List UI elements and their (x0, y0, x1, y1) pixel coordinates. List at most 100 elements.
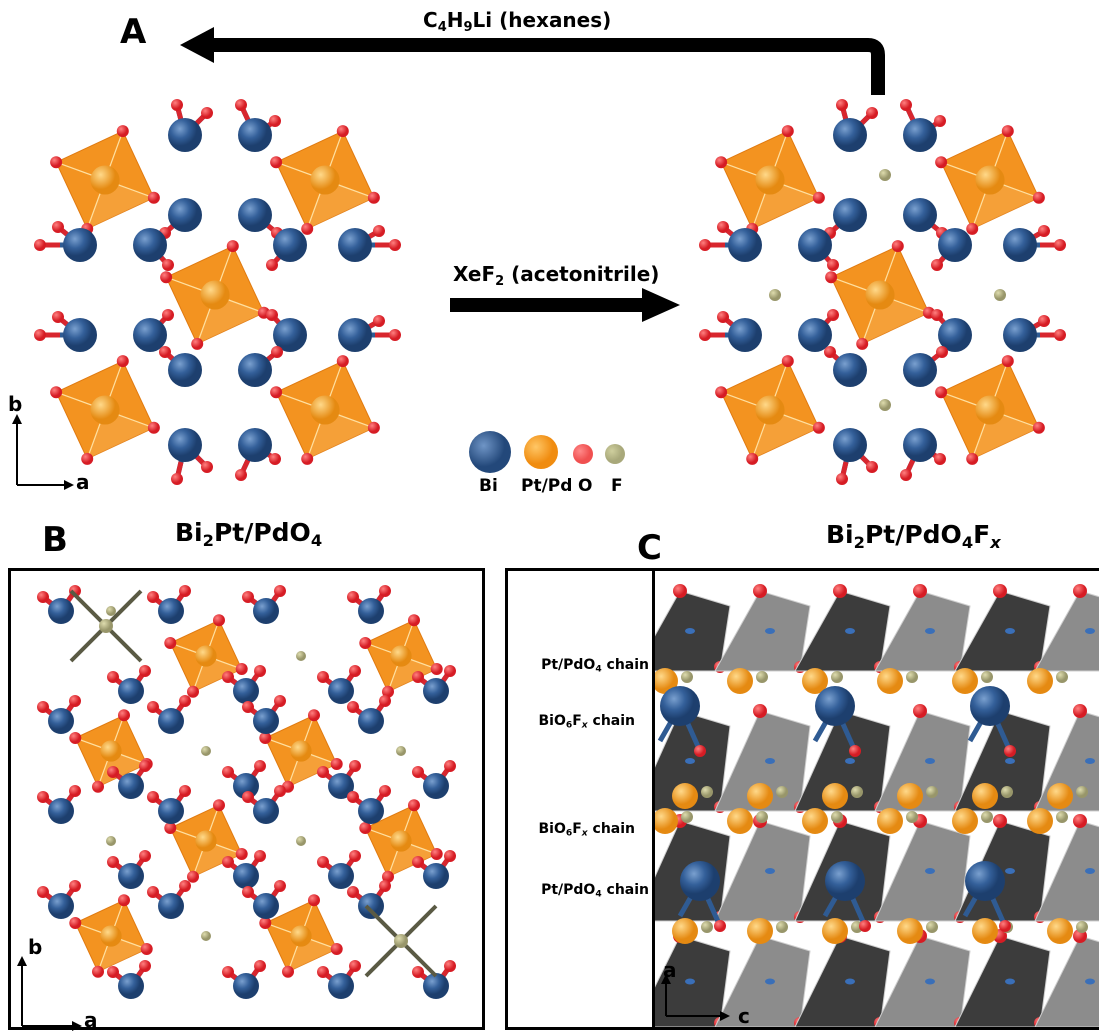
f-atom (756, 811, 768, 823)
panel-c-label: C (637, 528, 662, 568)
bi-atom (48, 798, 74, 824)
f-atom (906, 671, 918, 683)
o-atom (139, 665, 151, 677)
o-atom (866, 107, 878, 119)
o-atom (235, 662, 248, 675)
o-atom (307, 709, 320, 722)
parent-structure (34, 99, 401, 485)
o-atom (317, 856, 329, 868)
o-atom (746, 452, 759, 465)
o-atom (235, 469, 247, 481)
bi-atom (168, 353, 202, 387)
f-atom (981, 811, 993, 823)
o-atom (717, 311, 729, 323)
pt-atom (975, 395, 1005, 425)
o-atom (359, 637, 372, 650)
bi-atom-inner (845, 628, 855, 634)
o-atom (92, 780, 105, 793)
o-atom (159, 346, 171, 358)
o-atom (179, 880, 191, 892)
f-atom (1001, 786, 1013, 798)
o-atom (966, 222, 979, 235)
bi-atom-inner (685, 758, 695, 764)
o-atom (107, 766, 119, 778)
f-atom (681, 811, 693, 823)
o-atom (201, 107, 213, 119)
o-atom (330, 942, 343, 955)
o-atom (412, 671, 424, 683)
bi-atom (423, 973, 449, 999)
f-atom (756, 671, 768, 683)
o-atom (934, 453, 946, 465)
bi-atom-inner (925, 868, 935, 874)
bi-atom (118, 773, 144, 799)
o-atom (259, 917, 272, 930)
o-atom (52, 221, 64, 233)
pt-atom (952, 808, 978, 834)
pt-atom (897, 918, 923, 944)
o-atom (1073, 704, 1087, 718)
bi-atom (338, 318, 372, 352)
bi-atom (233, 863, 259, 889)
pt-atom (100, 925, 122, 947)
o-atom (347, 791, 359, 803)
bi-atom (1003, 228, 1037, 262)
o-atom (69, 880, 81, 892)
bi-atom (328, 773, 354, 799)
o-atom (140, 942, 153, 955)
o-atom (379, 585, 391, 597)
pt-atom (865, 280, 895, 310)
bio6-polyhedron (1034, 590, 1099, 672)
pt-atom (972, 783, 998, 809)
pt-atom (822, 783, 848, 809)
o-atom (833, 584, 847, 598)
o-atom (201, 461, 213, 473)
o-atom (373, 225, 385, 237)
bio6-polyhedron (1034, 935, 1099, 1027)
o-atom (349, 850, 361, 862)
o-atom (1054, 329, 1066, 341)
f-atom (879, 399, 891, 411)
o-atom (444, 665, 456, 677)
o-atom (347, 701, 359, 713)
o-atom (116, 355, 129, 368)
f-atom (831, 671, 843, 683)
o-atom (934, 115, 946, 127)
o-atom (825, 271, 838, 284)
bi-atom (798, 228, 832, 262)
o-atom (714, 920, 726, 932)
bi-atom (118, 863, 144, 889)
f-atom (769, 289, 781, 301)
o-atom (222, 671, 234, 683)
o-atom (715, 156, 728, 169)
bi-atom-inner (685, 978, 695, 985)
axes-panel-c (661, 974, 730, 1021)
o-atom (37, 701, 49, 713)
bi-atom (118, 973, 144, 999)
o-atom (212, 799, 225, 812)
o-atom (69, 732, 82, 745)
pt-atom (195, 645, 217, 667)
o-atom (270, 386, 283, 399)
axis-label-c-panel-c: c (738, 1004, 750, 1028)
o-atom (52, 311, 64, 323)
reduction-reagent: C4H9Li (hexanes) (423, 8, 612, 35)
bi-atom (798, 318, 832, 352)
o-atom (1054, 239, 1066, 251)
pt-atom (655, 808, 678, 834)
bi-atom (938, 318, 972, 352)
o-atom (935, 386, 948, 399)
legend-pt-label: Pt/Pd (521, 476, 573, 496)
o-atom (254, 850, 266, 862)
bi-atom (48, 893, 74, 919)
reduction-arrow (180, 27, 885, 95)
o-atom (222, 856, 234, 868)
o-atom (412, 766, 424, 778)
f-atom (776, 921, 788, 933)
o-atom (147, 886, 159, 898)
o-atom (317, 766, 329, 778)
o-atom (81, 452, 94, 465)
bi-atom (833, 198, 867, 232)
o-atom (107, 671, 119, 683)
f-atom (981, 671, 993, 683)
